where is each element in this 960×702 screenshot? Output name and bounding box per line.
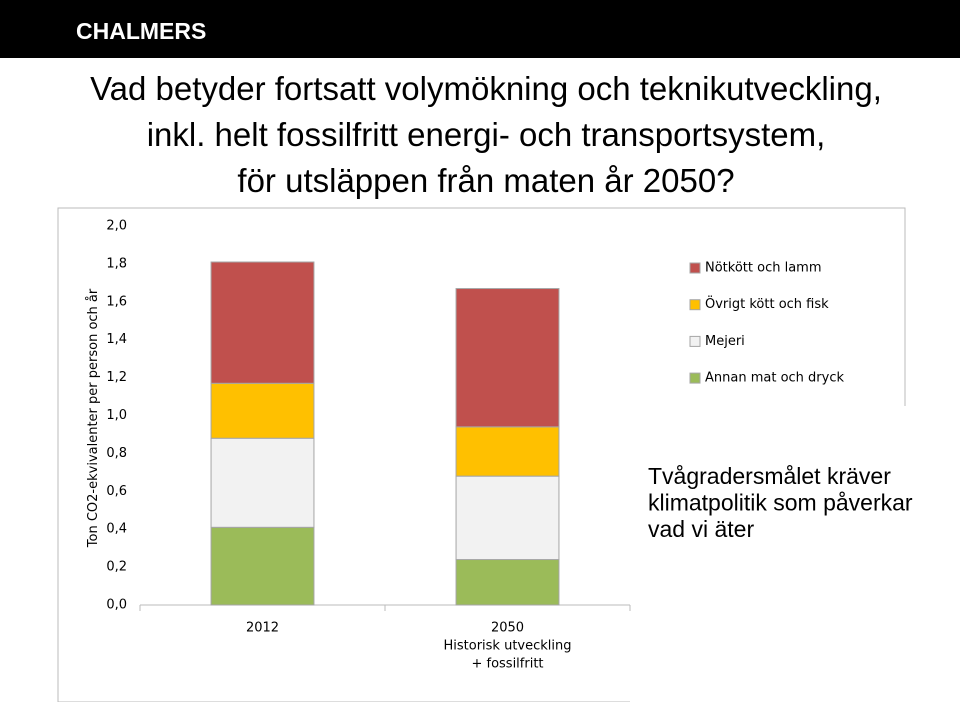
- x-tick-label: + fossilfritt: [471, 657, 543, 672]
- slide-title: inkl. helt fossilfritt energi- och trans…: [147, 116, 826, 153]
- chart-cutout: [630, 406, 950, 702]
- legend-swatch: [689, 335, 701, 347]
- legend-label: Mejeri: [705, 334, 745, 349]
- y-tick-label: 1,4: [106, 332, 127, 347]
- legend-label: Övrigt kött och fisk: [705, 295, 829, 312]
- y-tick-label: 0,8: [106, 446, 127, 461]
- bar-segment: [210, 437, 315, 528]
- bar-segment: [210, 526, 315, 606]
- slide-title: för utsläppen från maten år 2050?: [237, 162, 734, 199]
- y-tick-label: 1,6: [106, 294, 127, 309]
- annotation: klimatpolitik som påverkar: [648, 490, 913, 516]
- bar-segment: [455, 288, 560, 428]
- y-tick-label: 1,0: [106, 408, 127, 423]
- bar-segment: [455, 475, 560, 561]
- y-tick-label: 0,4: [106, 522, 127, 537]
- y-tick-label: 0,0: [106, 598, 127, 613]
- legend-swatch: [689, 372, 701, 384]
- legend-label: Nötkött och lamm: [705, 261, 822, 276]
- y-tick-label: 0,2: [106, 560, 127, 575]
- x-tick-label: 2012: [246, 621, 279, 636]
- x-tick-label: 2050: [491, 621, 524, 636]
- logo: CHALMERS: [76, 18, 206, 44]
- bar-segment: [210, 261, 315, 384]
- header-bar: [0, 0, 960, 58]
- y-axis-label: Ton CO2-ekvivalenter per person och år: [86, 288, 101, 548]
- bar-segment: [455, 426, 560, 477]
- legend-swatch: [689, 299, 701, 311]
- legend-label: Annan mat och dryck: [705, 371, 844, 386]
- y-tick-label: 1,8: [106, 256, 127, 271]
- y-tick-label: 1,2: [106, 370, 127, 385]
- bar-segment: [210, 382, 315, 439]
- annotation: Tvågradersmålet kräver: [648, 463, 891, 489]
- legend-swatch: [689, 262, 701, 274]
- x-tick-label: Historisk utveckling: [443, 639, 571, 654]
- bar-segment: [455, 559, 560, 606]
- y-tick-label: 0,6: [106, 484, 127, 499]
- annotation: vad vi äter: [648, 516, 754, 542]
- slide-title: Vad betyder fortsatt volymökning och tek…: [90, 70, 882, 107]
- y-tick-label: 2,0: [106, 219, 127, 234]
